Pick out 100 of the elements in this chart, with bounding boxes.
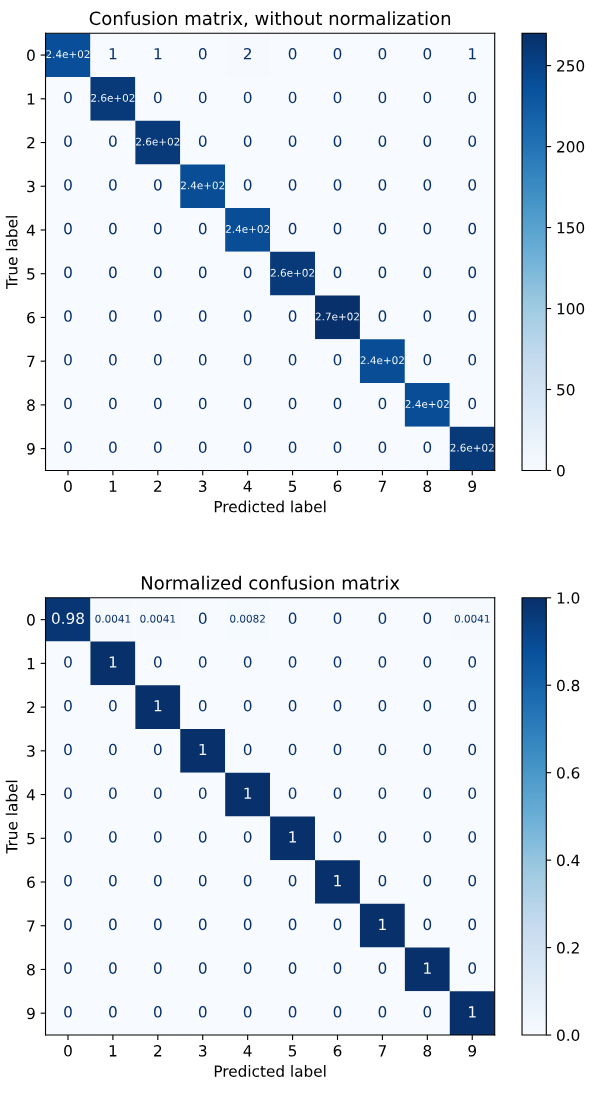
data-label: 1 xyxy=(379,918,386,930)
data-label: 0 xyxy=(378,743,387,756)
data-label: 0 xyxy=(198,47,207,60)
data-label: 0 xyxy=(109,441,117,454)
data-label: 0 xyxy=(423,441,432,454)
data-label: 0 xyxy=(468,831,477,843)
data-label: 0 xyxy=(198,135,207,147)
color-bar-label: 0 xyxy=(557,464,565,477)
data-label: 0 xyxy=(333,1006,342,1018)
data-label: 0 xyxy=(64,441,72,454)
data-label: 0 xyxy=(109,179,117,191)
data-label: 0 xyxy=(378,310,387,322)
data-label: 0 xyxy=(109,354,117,366)
data-label: 0 xyxy=(243,441,252,454)
data-label: 0 xyxy=(153,1006,162,1018)
data-label: 0.0041 xyxy=(454,614,490,623)
data-label: 0 xyxy=(198,962,207,974)
data-label: 0 xyxy=(64,179,72,191)
data-label: 0 xyxy=(423,310,432,322)
data-label: 0 xyxy=(109,135,117,147)
y-axis-title: True label xyxy=(5,780,18,854)
data-label: 0 xyxy=(333,743,342,756)
y-tick-label: 1 xyxy=(27,658,35,670)
x-tick-label: 4 xyxy=(243,1045,252,1057)
data-label: 0 xyxy=(198,612,207,625)
data-label: 0 xyxy=(333,962,342,974)
data-label: 0 xyxy=(198,310,207,322)
data-label: 0 xyxy=(153,743,162,756)
x-tick-label: 3 xyxy=(199,1045,207,1057)
data-label: 0 xyxy=(378,1006,387,1018)
data-label: 0 xyxy=(423,1006,432,1018)
y-tick-label: 6 xyxy=(27,876,35,889)
data-label: 0 xyxy=(423,743,432,756)
data-label: 0.0041 xyxy=(95,614,131,623)
y-axis-title: True label xyxy=(5,216,18,290)
data-label: 2.4e+02 xyxy=(46,50,90,59)
data-label: 0 xyxy=(288,699,297,712)
data-label: 0 xyxy=(243,743,252,756)
data-label: 0 xyxy=(423,354,432,366)
chart-title: Normalized confusion matrix xyxy=(141,575,400,590)
data-label: 0 xyxy=(288,135,297,147)
y-tick-label: 8 xyxy=(27,399,35,411)
data-label: 0 xyxy=(423,656,432,668)
data-label: 0 xyxy=(64,743,72,756)
data-label: 0 xyxy=(378,787,387,799)
data-label: 0 xyxy=(468,656,477,668)
data-label: 0 xyxy=(109,222,117,235)
data-label: 0 xyxy=(288,743,297,756)
y-tick-label: 7 xyxy=(27,355,35,367)
x-tick-label: 7 xyxy=(378,1045,386,1057)
data-label: 0 xyxy=(109,397,117,410)
data-label: 0 xyxy=(378,612,387,625)
data-label: 2.4e+02 xyxy=(405,400,449,408)
y-tick-label: 0 xyxy=(27,614,35,626)
data-label: 0 xyxy=(378,47,387,60)
data-label: 0 xyxy=(243,91,252,104)
data-label: 0 xyxy=(333,656,342,668)
data-label: 0 xyxy=(423,135,432,147)
data-label: 2.7e+02 xyxy=(315,312,359,321)
x-tick-label: 2 xyxy=(154,480,162,492)
color-bar-label: 0.6 xyxy=(557,767,580,779)
data-label: 0 xyxy=(333,354,342,366)
data-label: 0 xyxy=(153,962,162,974)
data-label: 0 xyxy=(468,354,477,366)
data-label: 0 xyxy=(423,222,432,235)
y-tick-label: 5 xyxy=(27,832,35,845)
y-tick-label: 3 xyxy=(27,745,35,757)
data-label: 0 xyxy=(243,179,252,191)
data-label: 0 xyxy=(468,874,477,887)
data-label: 0 xyxy=(109,266,117,279)
data-label: 0 xyxy=(153,656,162,668)
data-label: 0 xyxy=(64,831,72,843)
data-label: 0 xyxy=(378,179,387,191)
data-label: 0 xyxy=(64,354,72,366)
data-label: 2.4e+02 xyxy=(225,225,270,233)
data-label: 0 xyxy=(423,918,432,931)
data-label: 0 xyxy=(333,397,342,410)
data-label: 0 xyxy=(109,699,117,712)
x-tick-label: 0 xyxy=(64,1045,72,1057)
data-label: 0 xyxy=(64,656,72,668)
x-tick-label: 1 xyxy=(109,480,117,492)
data-label: 0 xyxy=(153,831,162,843)
data-label: 1 xyxy=(469,48,476,60)
data-label: 0 xyxy=(64,397,72,410)
y-tick-label: 5 xyxy=(27,268,35,280)
data-label: 0 xyxy=(423,787,432,799)
data-label: 2.6e+02 xyxy=(270,268,315,277)
data-label: 0 xyxy=(198,222,207,235)
y-tick-label: 1 xyxy=(27,93,35,105)
data-label: 0 xyxy=(333,918,342,931)
data-label: 0 xyxy=(288,656,297,668)
data-label: 0 xyxy=(288,91,297,104)
x-tick-label: 1 xyxy=(109,1045,117,1057)
data-label: 0 xyxy=(288,354,297,366)
color-bar-label: 100 xyxy=(557,302,585,315)
data-label: 0 xyxy=(109,874,117,887)
x-tick-label: 3 xyxy=(199,480,207,493)
data-label: 0 xyxy=(198,266,207,279)
data-label: 2.6e+02 xyxy=(91,93,135,102)
data-label: 0 xyxy=(333,612,342,625)
